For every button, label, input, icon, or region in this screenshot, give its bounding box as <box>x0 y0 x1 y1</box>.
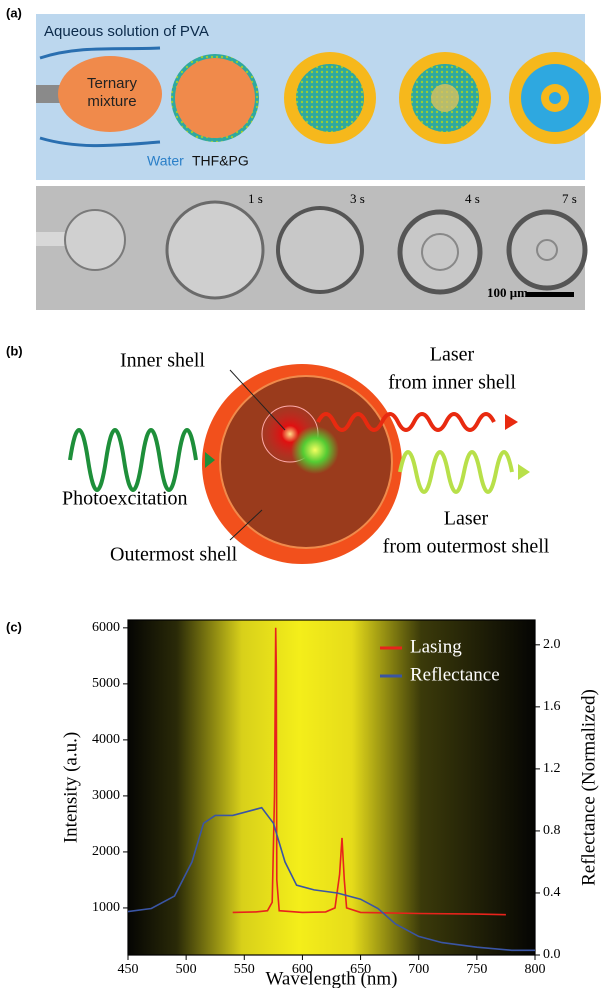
photoexcitation-label: Photoexcitation <box>62 488 188 510</box>
page: {"panel_a": {"label": "(a)", "solution":… <box>0 0 601 988</box>
x-tick-label: 450 <box>118 962 139 977</box>
x-axis-label: Wavelength (nm) <box>266 968 398 988</box>
y2-tick-label: 0.8 <box>543 823 561 838</box>
time-label: 3 s <box>350 191 365 206</box>
outermost-shell-label: Outermost shell <box>110 544 238 566</box>
y2-tick-label: 0.4 <box>543 885 561 900</box>
y2-tick-label: 1.2 <box>543 761 561 776</box>
panel-label: (a) <box>6 5 22 20</box>
y-tick-label: 5000 <box>92 676 120 691</box>
stage <box>549 92 561 104</box>
y2-tick-label: 2.0 <box>543 637 561 652</box>
ternary-label: Ternary <box>87 75 138 92</box>
solution-label: Aqueous solution of PVA <box>44 23 209 40</box>
photo-drop <box>509 212 585 288</box>
laser-wave <box>400 452 512 492</box>
water-label: Water <box>147 153 184 169</box>
panel-label: (b) <box>6 343 23 358</box>
legend-label: Lasing <box>410 636 462 657</box>
arrow-head <box>505 414 518 430</box>
laser-label: Laser <box>444 508 489 530</box>
photo-drop <box>400 212 480 292</box>
arrow-head <box>518 464 530 480</box>
photo-drop <box>278 208 362 292</box>
x-tick-label: 750 <box>466 962 487 977</box>
figure: (a) Aqueous solution of PVA Ternary mixt… <box>0 0 601 988</box>
stage <box>431 84 459 112</box>
laser-label: from inner shell <box>388 372 516 394</box>
x-tick-label: 550 <box>234 962 255 977</box>
photo-drop <box>65 210 125 270</box>
y-tick-label: 3000 <box>92 788 120 803</box>
time-label: 1 s <box>248 191 263 206</box>
x-tick-label: 700 <box>408 962 429 977</box>
time-label: 4 s <box>465 191 480 206</box>
y2-tick-label: 1.6 <box>543 699 561 714</box>
panel-label: (c) <box>6 619 22 634</box>
y-tick-label: 2000 <box>92 844 120 859</box>
y-tick-label: 6000 <box>92 620 120 635</box>
legend-label: Reflectance <box>410 664 500 685</box>
excitation-wave <box>70 430 196 490</box>
ternary-label: mixture <box>87 93 136 110</box>
droplet <box>175 58 255 138</box>
time-label: 7 s <box>562 191 577 206</box>
solvent-label: THF&PG <box>192 153 249 169</box>
x-tick-label: 800 <box>525 962 546 977</box>
y-axis-label: Intensity (a.u.) <box>60 732 81 843</box>
green-glow <box>291 426 339 474</box>
y-tick-label: 1000 <box>92 900 120 915</box>
y2-axis-label: Reflectance (Normalized) <box>578 689 599 886</box>
laser-label: from outermost shell <box>383 536 550 558</box>
y2-tick-label: 0.0 <box>543 947 561 962</box>
laser-label: Laser <box>430 344 475 366</box>
inner-shell-label: Inner shell <box>120 350 205 372</box>
scale-bar-label: 100 μm <box>487 285 528 300</box>
scale-bar <box>526 292 574 297</box>
y-tick-label: 4000 <box>92 732 120 747</box>
photo-drop <box>167 202 263 298</box>
stage <box>296 64 364 132</box>
x-tick-label: 500 <box>176 962 197 977</box>
